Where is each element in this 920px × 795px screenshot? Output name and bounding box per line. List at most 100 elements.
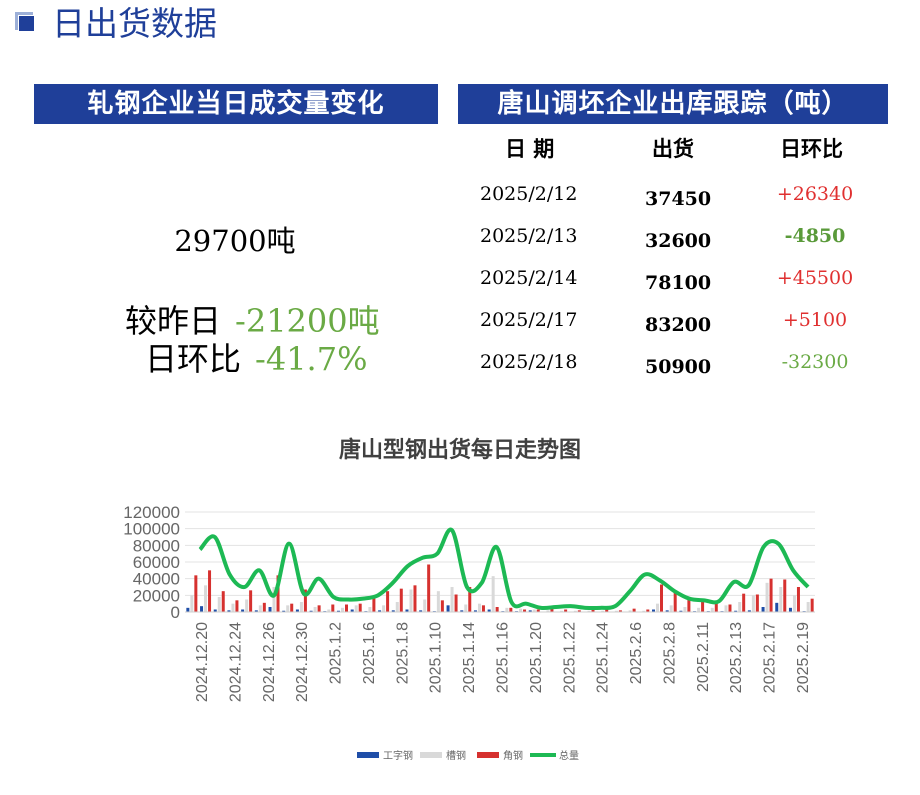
bar-槽钢 [573,610,577,612]
ratio-value: -41.7% [255,340,368,378]
bar-槽钢 [217,597,221,612]
bar-槽钢 [231,603,235,612]
bar-槽钢 [601,610,605,612]
bar-槽钢 [245,599,249,612]
x-tick-label: 2025.1.20 [528,622,545,693]
bar-角钢 [728,604,732,612]
bar-槽钢 [546,610,550,612]
bar-槽钢 [382,605,386,612]
ratio-row: 日环比 -41.7% [145,340,525,378]
bar-角钢 [372,597,376,612]
bar-角钢 [810,598,814,612]
x-tick-label: 2025.1.2 [328,622,345,684]
bar-槽钢 [450,587,454,612]
bar-工字钢 [775,602,779,612]
bar-槽钢 [190,595,194,612]
table-header-change: 日环比 [780,137,843,161]
bar-槽钢 [656,603,659,612]
bar-槽钢 [806,602,810,612]
chart-title: 唐山型钢出货每日走势图 [338,438,581,463]
bar-槽钢 [464,604,468,612]
line-总量 [198,527,810,611]
table-cell-date: 2025/2/13 [480,225,578,247]
bar-槽钢 [765,582,769,612]
table-cell-date: 2025/2/17 [480,309,578,331]
x-tick-label: 2025.2.17 [762,622,779,693]
bar-工字钢 [473,610,477,612]
bar-角钢 [358,603,362,612]
table-cell-change: +45500 [776,267,854,289]
bar-工字钢 [295,609,299,612]
table-cell-date: 2025/2/12 [480,183,578,205]
bar-角钢 [194,575,198,612]
bar-槽钢 [423,599,427,612]
y-tick-label: 120000 [123,503,180,522]
bar-角钢 [303,589,307,612]
bar-工字钢 [788,607,792,612]
x-tick-label: 2025.1.8 [394,622,411,684]
bar-角钢 [660,584,663,612]
bar-角钢 [646,609,650,612]
bar-角钢 [276,575,280,612]
bar-角钢 [564,609,568,612]
x-tick-label: 2025.1.16 [495,622,512,693]
bar-槽钢 [532,609,536,612]
bar-槽钢 [204,585,208,612]
bar-工字钢 [378,610,382,612]
bar-角钢 [454,594,458,612]
x-tick-label: 2025.1.24 [595,622,612,693]
bar-工字钢 [761,607,765,612]
bar-角钢 [783,579,787,612]
bar-工字钢 [734,610,738,612]
legend-label-槽钢: 槽钢 [446,749,466,762]
table-cell-shipment: 83200 [645,314,712,336]
bar-槽钢 [614,610,618,612]
bar-工字钢 [487,609,491,612]
bar-槽钢 [505,607,509,612]
legend-label-工字钢: 工字钢 [383,749,413,762]
bar-角钢 [386,591,390,612]
y-tick-label: 100000 [123,520,180,539]
y-tick-label: 20000 [133,586,180,605]
legend-swatch-槽钢 [420,752,442,758]
bar-工字钢 [460,610,464,612]
left-banner: 轧钢企业当日成交量变化 [34,84,438,124]
bar-工字钢 [337,610,340,612]
bar-槽钢 [436,591,440,612]
bar-槽钢 [792,595,796,612]
diff-label: 较昨日 [125,302,222,340]
bar-槽钢 [313,607,317,612]
bar-工字钢 [446,605,450,612]
bar-工字钢 [213,609,217,612]
bar-槽钢 [272,587,276,612]
bar-角钢 [523,609,527,612]
table-cell-change: +5100 [782,309,848,331]
bar-角钢 [468,587,472,612]
y-tick-label: 60000 [133,553,180,572]
bar-槽钢 [683,607,687,612]
bar-槽钢 [669,605,673,612]
legend-label-角钢: 角钢 [503,749,523,762]
x-tick-label: 2024.12.20 [194,622,211,702]
bar-槽钢 [286,605,290,612]
bar-槽钢 [341,607,344,612]
bar-角钢 [618,610,622,612]
x-tick-label: 2025.2.19 [795,622,812,693]
bar-角钢 [509,607,513,612]
bar-工字钢 [309,610,313,612]
bar-角钢 [235,600,239,612]
x-tick-label: 2024.12.24 [227,622,244,702]
bar-槽钢 [751,595,755,612]
bar-工字钢 [419,610,423,612]
x-tick-label: 2025.1.10 [428,622,445,693]
bar-工字钢 [200,606,204,612]
table-cell-shipment: 50900 [645,356,712,378]
bar-角钢 [345,604,348,612]
bar-工字钢 [254,610,258,612]
header-icon-front [18,15,35,32]
bar-槽钢 [642,610,646,612]
bar-槽钢 [258,605,262,612]
bar-槽钢 [710,607,714,612]
bar-工字钢 [282,610,286,612]
